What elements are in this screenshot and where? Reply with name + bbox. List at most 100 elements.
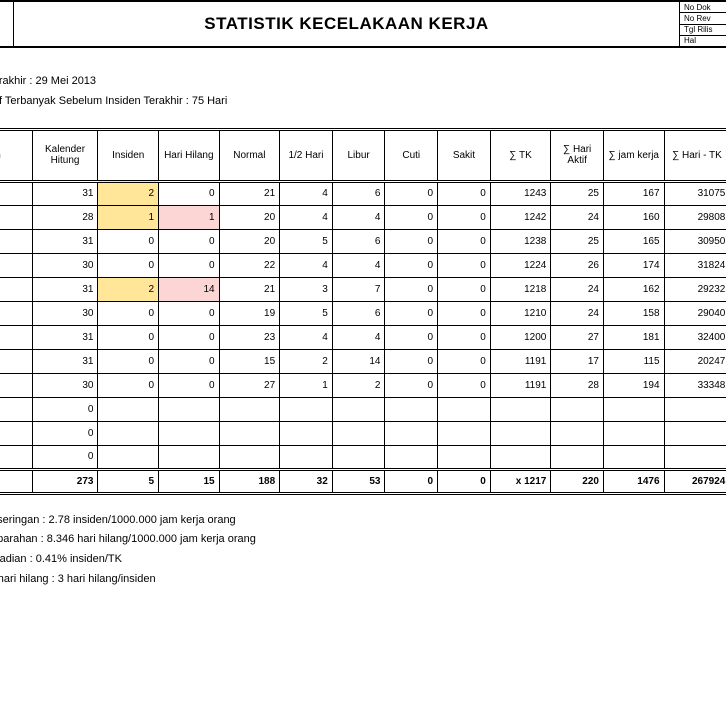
- table-cell: [603, 445, 664, 469]
- table-cell: ober: [0, 397, 32, 421]
- table-cell: [219, 421, 280, 445]
- table-cell: 31: [32, 229, 98, 253]
- table-total-cell: 15: [159, 469, 220, 493]
- column-header: Hari Hilang: [159, 129, 220, 181]
- table-cell: 2: [98, 181, 159, 205]
- table-cell: 7: [332, 277, 385, 301]
- column-header: Normal: [219, 129, 280, 181]
- table-total-cell: otal: [0, 469, 32, 493]
- table-cell: 1200: [490, 325, 551, 349]
- table-cell: [159, 397, 220, 421]
- table-cell: 0: [385, 205, 438, 229]
- table-cell: 4: [332, 253, 385, 277]
- meta-tgl-rilis: Tgl Rilis: [680, 25, 726, 36]
- table-cell: 0: [385, 301, 438, 325]
- table-total-cell: 5: [98, 469, 159, 493]
- table-cell: 1243: [490, 181, 551, 205]
- table-cell: [332, 421, 385, 445]
- table-cell: 0: [98, 349, 159, 373]
- table-cell: 6: [332, 181, 385, 205]
- table-cell: [332, 397, 385, 421]
- table-cell: 24: [551, 277, 604, 301]
- table-cell: stus: [0, 349, 32, 373]
- table-total-cell: 53: [332, 469, 385, 493]
- table-cell: [280, 397, 333, 421]
- table-cell: 0: [438, 373, 491, 397]
- table-cell: 0: [98, 229, 159, 253]
- table-cell: 0: [385, 349, 438, 373]
- table-cell: [551, 421, 604, 445]
- table-cell: 0: [438, 301, 491, 325]
- table-cell: 4: [280, 205, 333, 229]
- table-cell: 4: [332, 325, 385, 349]
- table-cell: 31: [32, 277, 98, 301]
- table-cell: 174: [603, 253, 664, 277]
- table-cell: 14: [159, 277, 220, 301]
- table-cell: 0: [385, 373, 438, 397]
- table-cell: 28: [551, 373, 604, 397]
- table-cell: [219, 445, 280, 469]
- table-cell: 4: [280, 253, 333, 277]
- column-header: Libur: [332, 129, 385, 181]
- table-cell: [159, 421, 220, 445]
- table-cell: 20: [219, 205, 280, 229]
- table-cell: 21: [219, 277, 280, 301]
- table-total-cell: x 1217: [490, 469, 551, 493]
- stats-table: ulanKalender HitungInsidenHari HilangNor…: [0, 128, 726, 495]
- table-cell: 1242: [490, 205, 551, 229]
- table-cell: 5: [280, 229, 333, 253]
- table-cell: 0: [32, 421, 98, 445]
- table-cell: [280, 421, 333, 445]
- table-cell: 0: [438, 325, 491, 349]
- table-cell: 0: [159, 301, 220, 325]
- table-cell: 194: [603, 373, 664, 397]
- table-cell: 0: [159, 373, 220, 397]
- table-cell: 1: [159, 205, 220, 229]
- table-total-cell: 273: [32, 469, 98, 493]
- table-cell: 27: [551, 325, 604, 349]
- table-cell: [438, 421, 491, 445]
- table-cell: 27: [219, 373, 280, 397]
- table-cell: 4: [280, 181, 333, 205]
- table-cell: 0: [385, 229, 438, 253]
- table-cell: 0: [98, 373, 159, 397]
- table-body: ari3120214600124325167310752ruari2811204…: [0, 181, 726, 493]
- table-row: et3100205600123825165309502: [0, 229, 726, 253]
- table-row: l3000224400122426174318242: [0, 253, 726, 277]
- table-row: 3000195600121024158290401: [0, 301, 726, 325]
- table-cell: [490, 397, 551, 421]
- column-header: ∑ jam kerja: [603, 129, 664, 181]
- table-cell: 29040: [664, 301, 726, 325]
- column-header: Kalender Hitung: [32, 129, 98, 181]
- table-cell: [0, 301, 32, 325]
- page-title: STATISTIK KECELAKAAN KERJA: [14, 2, 680, 46]
- table-cell: 25: [551, 181, 604, 205]
- table-cell: 29232: [664, 277, 726, 301]
- table-cell: 0: [438, 349, 491, 373]
- column-header: ∑ Hari Aktif: [551, 129, 604, 181]
- table-cell: [664, 397, 726, 421]
- table-cell: 0: [385, 277, 438, 301]
- table-cell: 0: [159, 181, 220, 205]
- table-cell: 2: [98, 277, 159, 301]
- table-cell: et: [0, 229, 32, 253]
- table-cell: 0: [438, 277, 491, 301]
- table-cell: [603, 397, 664, 421]
- header-meta: No Dok No Rev Tgl Rilis Hal: [680, 2, 726, 46]
- table-cell: 2: [280, 349, 333, 373]
- table-cell: 1191: [490, 349, 551, 373]
- table-cell: 0: [385, 325, 438, 349]
- table-cell: 4: [332, 205, 385, 229]
- table-cell: 1224: [490, 253, 551, 277]
- table-cell: 1218: [490, 277, 551, 301]
- table-cell: 158: [603, 301, 664, 325]
- table-cell: [664, 445, 726, 469]
- table-cell: [0, 277, 32, 301]
- table-cell: [664, 421, 726, 445]
- table-cell: 28: [32, 205, 98, 229]
- table-cell: [438, 397, 491, 421]
- table-row: ruari2811204400124224160298081: [0, 205, 726, 229]
- table-cell: 31: [32, 349, 98, 373]
- footer-frequency-rate: kat Keseringan : 2.78 insiden/1000.000 j…: [0, 511, 726, 531]
- footer-severity-rate: kat Keparahan : 8.346 hari hilang/1000.0…: [0, 530, 726, 550]
